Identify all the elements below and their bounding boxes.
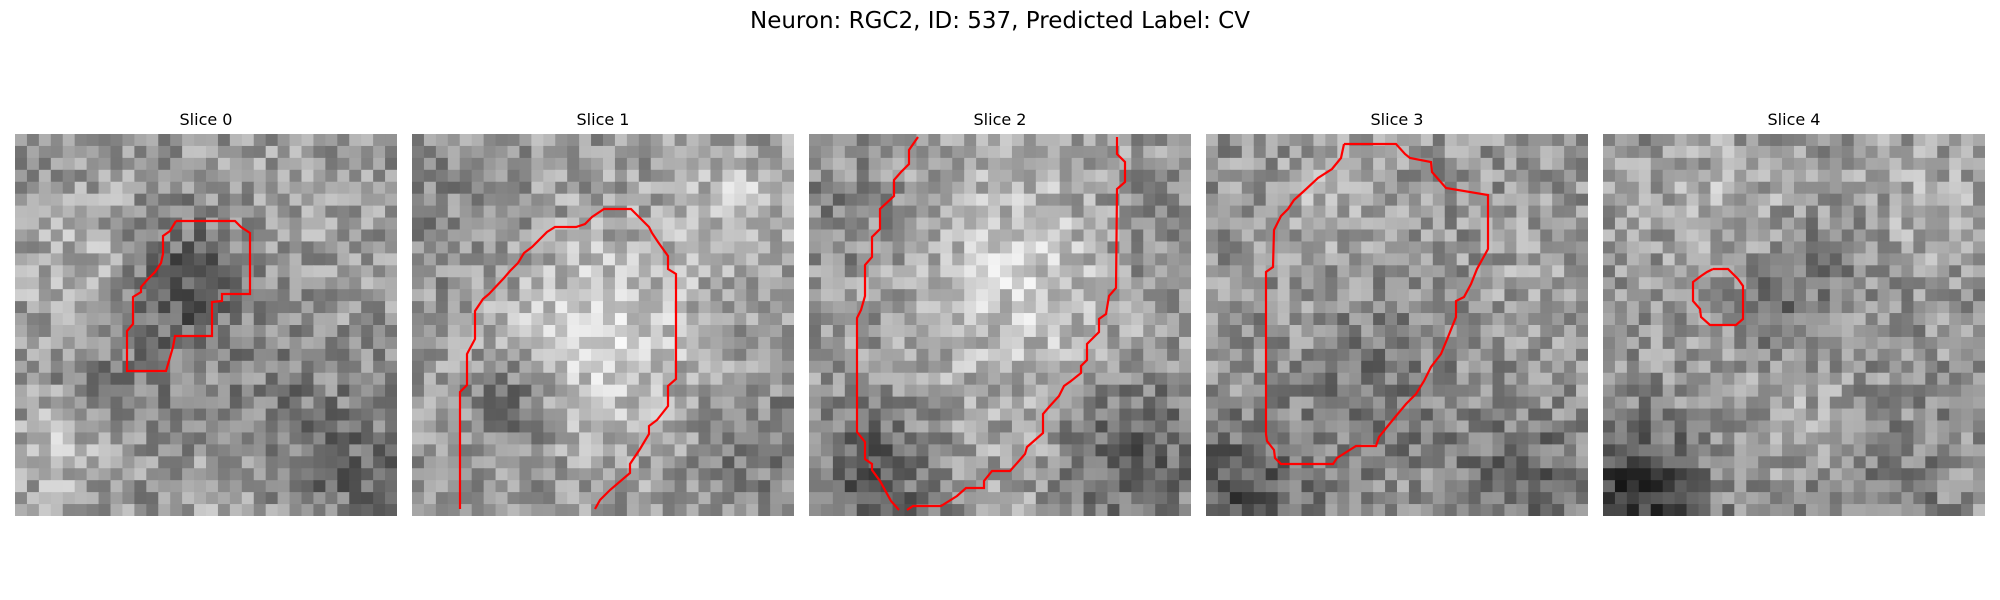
segmentation-contour-4 xyxy=(1691,267,1745,327)
segmentation-contour-1 xyxy=(458,207,678,510)
slice-panel-2: Slice 2 xyxy=(809,110,1191,516)
slice-panel-0: Slice 0 xyxy=(15,110,397,516)
slice-title-0: Slice 0 xyxy=(179,110,233,129)
slice-title-3: Slice 3 xyxy=(1370,110,1424,129)
slice-image-2 xyxy=(809,134,1191,516)
slice-panel-3: Slice 3 xyxy=(1206,110,1588,516)
segmentation-contour-2 xyxy=(855,136,919,511)
slice-title-1: Slice 1 xyxy=(576,110,630,129)
slice-image-0 xyxy=(15,134,397,516)
grayscale-pixel-grid-0 xyxy=(15,134,397,516)
grayscale-pixel-grid-1 xyxy=(412,134,794,516)
slice-title-4: Slice 4 xyxy=(1767,110,1821,129)
segmentation-contour-0 xyxy=(125,219,252,373)
slice-title-2: Slice 2 xyxy=(973,110,1027,129)
segmentation-contour-3 xyxy=(1264,142,1490,466)
grayscale-pixel-grid-3 xyxy=(1206,134,1588,516)
slice-image-1 xyxy=(412,134,794,516)
grayscale-pixel-grid-4 xyxy=(1603,134,1985,516)
slice-panel-1: Slice 1 xyxy=(412,110,794,516)
slice-image-3 xyxy=(1206,134,1588,516)
figure-title: Neuron: RGC2, ID: 537, Predicted Label: … xyxy=(750,8,1250,34)
segmentation-contour-2b xyxy=(906,137,1127,511)
slice-panel-4: Slice 4 xyxy=(1603,110,1985,516)
grayscale-pixel-grid-2 xyxy=(809,134,1191,516)
slice-image-4 xyxy=(1603,134,1985,516)
